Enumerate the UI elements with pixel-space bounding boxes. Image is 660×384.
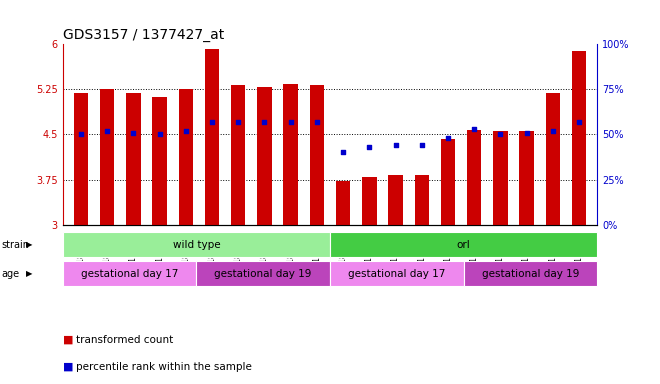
Point	[338, 149, 348, 156]
Point	[469, 126, 479, 132]
Bar	[74, 93, 88, 225]
Text: wild type: wild type	[172, 240, 220, 250]
Text: gestational day 19: gestational day 19	[214, 268, 312, 279]
Point	[390, 142, 401, 148]
Point	[76, 131, 86, 137]
Point	[259, 119, 270, 125]
Point	[181, 128, 191, 134]
Bar	[519, 131, 534, 225]
Point	[574, 119, 584, 125]
Text: orl: orl	[457, 240, 471, 250]
Text: strain: strain	[1, 240, 29, 250]
Point	[521, 129, 532, 136]
Bar	[284, 84, 298, 225]
Text: ▶: ▶	[26, 269, 33, 278]
Point	[548, 128, 558, 134]
Text: ■: ■	[63, 335, 73, 345]
Bar	[197, 261, 330, 286]
Point	[207, 119, 217, 125]
Bar	[63, 232, 330, 257]
Text: age: age	[1, 268, 19, 279]
Bar	[330, 261, 464, 286]
Text: percentile rank within the sample: percentile rank within the sample	[76, 362, 251, 372]
Bar	[546, 93, 560, 225]
Bar	[100, 89, 114, 225]
Bar	[310, 85, 324, 225]
Point	[364, 144, 375, 150]
Bar	[441, 139, 455, 225]
Point	[128, 129, 139, 136]
Bar	[152, 97, 167, 225]
Bar	[463, 261, 597, 286]
Text: gestational day 17: gestational day 17	[81, 268, 178, 279]
Point	[102, 128, 112, 134]
Text: gestational day 17: gestational day 17	[348, 268, 446, 279]
Point	[312, 119, 322, 125]
Bar	[388, 175, 403, 225]
Point	[233, 119, 244, 125]
Text: transformed count: transformed count	[76, 335, 173, 345]
Point	[495, 131, 506, 137]
Bar	[205, 49, 219, 225]
Text: gestational day 19: gestational day 19	[482, 268, 579, 279]
Point	[285, 119, 296, 125]
Point	[416, 142, 427, 148]
Text: GDS3157 / 1377427_at: GDS3157 / 1377427_at	[63, 28, 224, 42]
Bar	[231, 85, 246, 225]
Bar	[336, 181, 350, 225]
Bar	[257, 88, 272, 225]
Bar	[572, 51, 586, 225]
Bar	[493, 131, 508, 225]
Bar	[126, 93, 141, 225]
Bar	[414, 175, 429, 225]
Bar	[179, 89, 193, 225]
Text: ▶: ▶	[26, 240, 33, 249]
Bar	[330, 232, 597, 257]
Bar	[362, 177, 376, 225]
Text: ■: ■	[63, 362, 73, 372]
Point	[443, 135, 453, 141]
Bar	[63, 261, 197, 286]
Bar	[467, 129, 481, 225]
Point	[154, 131, 165, 137]
